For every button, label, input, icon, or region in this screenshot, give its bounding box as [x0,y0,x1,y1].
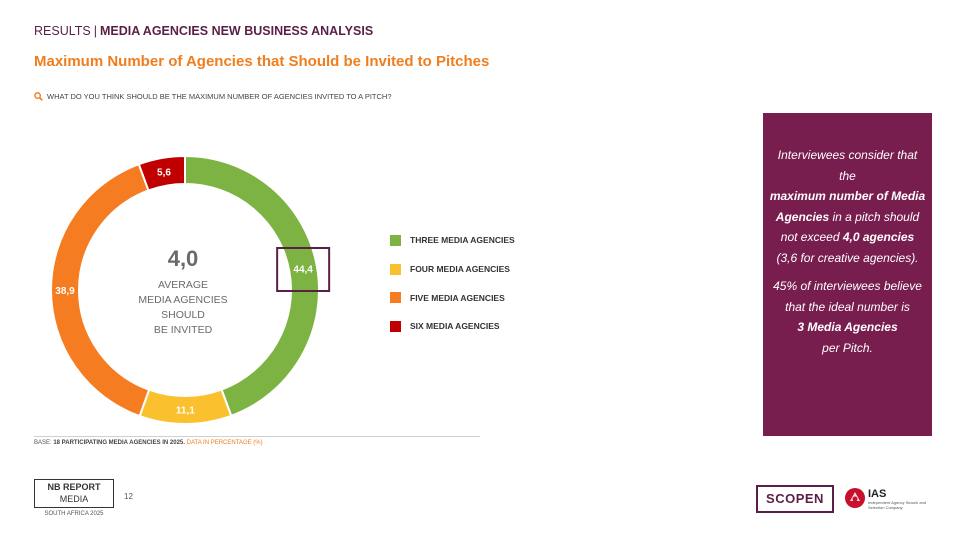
ias-subtitle: Independent Agency Search and Selection … [868,500,927,510]
donut-chart: 44,4 11,1 38,9 5,6 [50,154,331,425]
average-label-line: MEDIA AGENCIES [138,294,228,306]
slice-label: 11,1 [176,405,195,416]
callout-emphasis: maximum number of Media Agencies [769,189,926,224]
legend-item: SIX MEDIA AGENCIES [390,312,515,341]
callout-text: in a pitch should not exceed [780,209,920,245]
nb-logo-line: NB REPORT [47,482,101,492]
nb-logo-line: MEDIA [59,493,89,504]
results-label: RESULTS [34,24,91,38]
legend-label: FOUR MEDIA AGENCIES [410,264,510,275]
callout-text: 45% of interviewees believe that the ide… [773,279,922,314]
ias-mark-icon [845,488,865,508]
slice-label: 44,4 [293,264,313,275]
legend-item: THREE MEDIA AGENCIES [390,226,515,255]
ias-text: IAS [868,488,887,500]
nb-report-logo: NB REPORT MEDIA [34,479,114,508]
slice-label: 38,9 [55,286,75,297]
search-icon [34,92,43,101]
question: WHAT DO YOU THINK SHOULD BE THE MAXIMUM … [34,92,392,101]
average-label-line: BE INVITED [153,324,213,336]
legend-label: SIX MEDIA AGENCIES [410,321,500,332]
average-label-line: SHOULD [161,309,205,321]
nb-logo-subtitle: SOUTH AFRICA 2025 [44,511,104,517]
page-title: Maximum Number of Agencies that Should b… [34,53,490,70]
chart-legend: THREE MEDIA AGENCIES FOUR MEDIA AGENCIES… [390,226,515,341]
legend-swatch [390,234,401,246]
base-prefix: BASE: [34,440,54,446]
average-label-line: AVERAGE [158,279,208,291]
legend-label: FIVE MEDIA AGENCIES [410,292,505,303]
slice-label: 5,6 [157,167,171,178]
highlight-box [276,246,331,292]
callout-emphasis: 3 Media Agencies [797,320,898,334]
section-header: RESULTS | MEDIA AGENCIES NEW BUSINESS ANAL… [34,24,373,38]
insight-callout: Interviewees consider that the maximum n… [763,113,932,436]
base-text: 18 PARTICIPATING MEDIA AGENCIES IN 2025. [53,440,185,446]
legend-item: FOUR MEDIA AGENCIES [390,255,515,284]
divider [34,436,480,437]
data-note: DATA IN PERCENTAGE (%) [186,440,263,446]
donut-slice [137,154,186,192]
callout-text: per Pitch. [822,340,873,355]
callout-paragraph: 45% of interviewees believe that the ide… [769,276,926,358]
question-text: WHAT DO YOU THINK SHOULD BE THE MAXIMUM … [47,92,392,101]
callout-emphasis: 4,0 agencies [842,230,915,244]
ias-logo: IAS Independent Agency Search and Select… [844,486,934,512]
average-label: AVERAGE MEDIA AGENCIES SHOULD BE INVITED [118,278,248,338]
average-value: 4,0 [167,246,199,271]
legend-swatch [390,320,401,332]
legend-swatch [390,292,401,304]
legend-item: FIVE MEDIA AGENCIES [390,283,515,312]
page-number: 12 [124,492,133,501]
callout-text: (3,6 for creative agencies). [776,250,919,265]
base-note: BASE: 18 PARTICIPATING MEDIA AGENCIES IN… [34,440,263,446]
callout-text: Interviewees consider that the [777,148,918,183]
legend-label: THREE MEDIA AGENCIES [410,235,515,246]
legend-swatch [390,263,401,275]
section-label: MEDIA AGENCIES NEW BUSINESS ANALYSIS [99,24,374,38]
scopen-logo: SCOPEN [756,485,834,513]
header-separator: | [93,24,97,38]
callout-paragraph: Interviewees consider that the maximum n… [769,145,926,268]
